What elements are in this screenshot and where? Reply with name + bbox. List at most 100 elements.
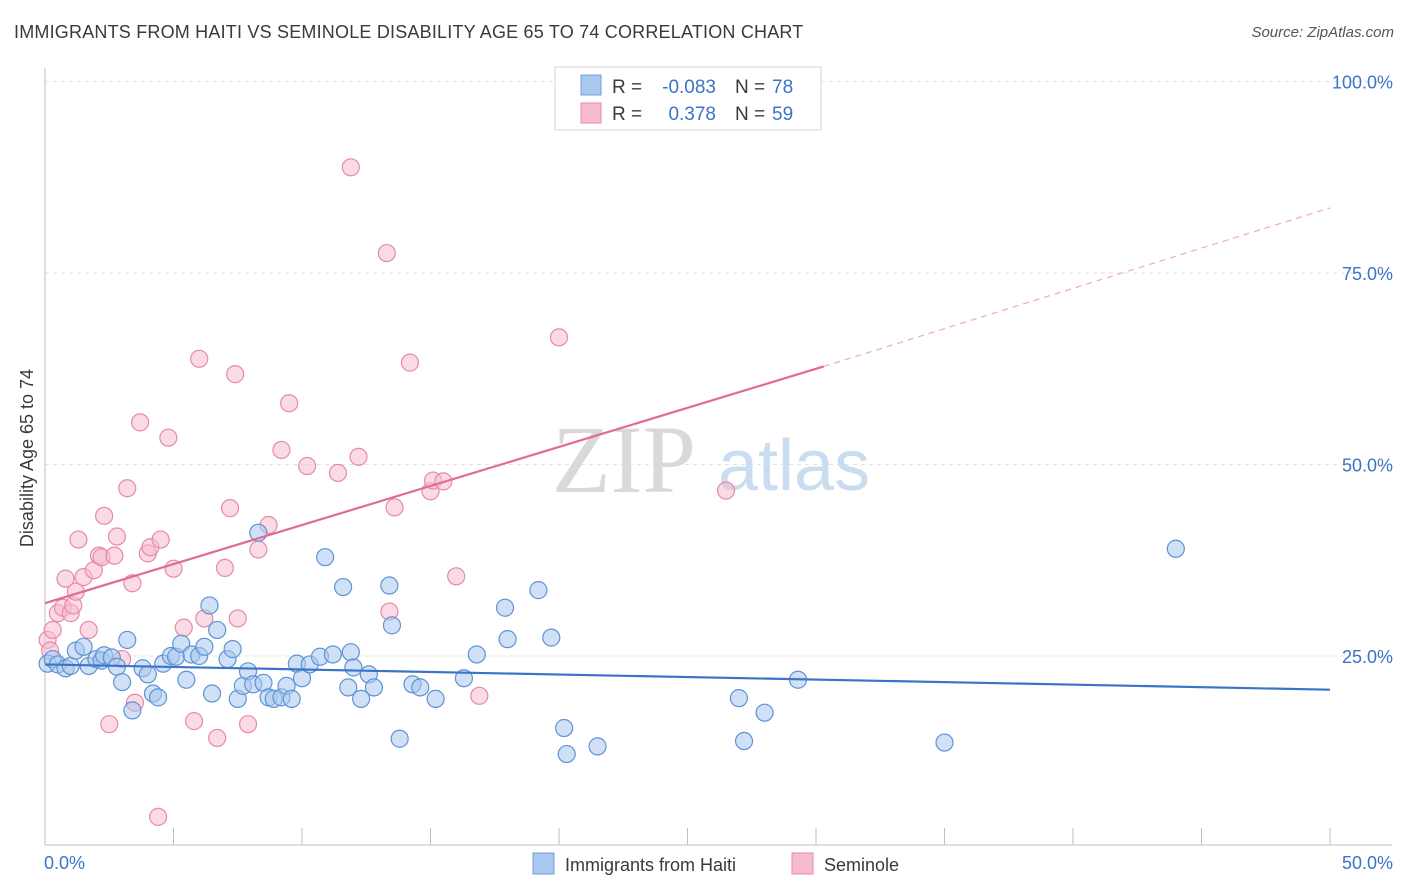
chart-title: IMMIGRANTS FROM HAITI VS SEMINOLE DISABI…: [14, 22, 804, 42]
seminole-point: [220, 499, 240, 518]
haiti-point: [200, 596, 219, 615]
legend-r-value-haiti: -0.083: [662, 77, 716, 98]
watermark-atlas: atlas: [718, 426, 870, 506]
haiti-point: [426, 689, 445, 708]
seminole-point: [148, 807, 168, 826]
haiti-point: [529, 581, 548, 600]
seminole-trend-line: [44, 365, 825, 605]
legend-r-label-haiti: R =: [612, 77, 642, 98]
haiti-point: [177, 670, 196, 689]
haiti-point: [74, 637, 93, 656]
haiti-point: [935, 733, 954, 752]
bottom-legend-swatch-haiti: [532, 852, 555, 875]
seminole-point: [174, 618, 193, 637]
haiti-point: [123, 701, 142, 720]
haiti-point: [364, 678, 384, 697]
seminole-point: [377, 243, 396, 263]
haiti-point: [118, 630, 137, 650]
seminole-point: [56, 569, 75, 588]
source-label: Source: ZipAtlas.com: [1251, 24, 1394, 41]
seminole-point: [226, 365, 245, 384]
haiti-point: [557, 744, 576, 764]
haiti-point: [467, 645, 486, 664]
x-tick-label-min: 0.0%: [44, 853, 85, 873]
haiti-point: [729, 689, 749, 708]
haiti-point: [208, 620, 227, 640]
seminole-trend-extension: [823, 207, 1331, 368]
seminole-point: [385, 498, 404, 517]
seminole-point: [151, 530, 170, 549]
haiti-points: [38, 523, 1185, 764]
legend-n-value-seminole: 59: [772, 104, 793, 125]
haiti-point: [341, 643, 360, 662]
haiti-point: [555, 718, 574, 738]
legend-n-value-haiti: 78: [772, 77, 793, 98]
haiti-point: [282, 689, 301, 708]
seminole-point: [447, 567, 466, 586]
haiti-point: [755, 703, 774, 722]
seminole-point: [716, 481, 736, 500]
haiti-point: [323, 645, 342, 664]
y-tick-label: 50.0%: [1342, 456, 1393, 476]
seminole-point: [190, 349, 209, 368]
haiti-point: [734, 731, 754, 751]
haiti-point: [344, 658, 363, 677]
haiti-point: [454, 669, 474, 688]
haiti-point: [195, 637, 214, 656]
haiti-point: [542, 628, 561, 647]
seminole-point: [69, 530, 88, 549]
x-tick-labels: 0.0% 50.0%: [44, 853, 1393, 873]
legend-swatch-haiti: [580, 74, 602, 96]
seminole-point: [549, 328, 569, 347]
trend-lines: [44, 207, 1331, 691]
seminole-point: [238, 715, 258, 734]
grid-lines: [45, 81, 1392, 657]
haiti-point: [498, 630, 517, 649]
seminole-point: [184, 712, 204, 731]
legend-swatch-seminole: [580, 102, 602, 124]
haiti-point: [223, 640, 242, 659]
seminole-point: [79, 620, 98, 640]
haiti-point: [352, 689, 371, 708]
legend-top: R = -0.083 N = 78 R = 0.378 N = 59: [554, 66, 822, 131]
haiti-point: [411, 678, 430, 697]
haiti-point: [1166, 539, 1185, 558]
seminole-point: [228, 609, 247, 628]
seminole-point: [280, 394, 299, 413]
bottom-legend-swatch-seminole: [791, 852, 814, 875]
haiti-point: [390, 729, 409, 748]
y-tick-label: 100.0%: [1332, 73, 1393, 93]
bottom-legend-label-seminole: Seminole: [824, 855, 899, 875]
watermark: ZIP atlas: [552, 406, 870, 513]
seminole-point: [349, 447, 368, 466]
seminole-point: [95, 506, 114, 525]
seminole-point: [159, 428, 178, 447]
legend-bottom: Immigrants from Haiti Seminole: [532, 852, 899, 875]
legend-n-label-haiti: N =: [735, 77, 765, 98]
seminole-point: [272, 440, 291, 460]
haiti-point: [339, 678, 358, 697]
haiti-point: [382, 616, 402, 635]
bottom-legend-label-haiti: Immigrants from Haiti: [565, 855, 736, 875]
seminole-point: [328, 463, 348, 483]
seminole-point: [43, 620, 62, 640]
seminole-point: [249, 540, 268, 559]
seminole-point: [107, 527, 127, 546]
y-tick-label: 25.0%: [1342, 647, 1393, 667]
haiti-point: [334, 577, 353, 597]
seminole-point: [208, 728, 227, 748]
seminole-point: [341, 158, 360, 177]
seminole-point: [118, 479, 137, 498]
haiti-point: [138, 665, 157, 684]
haiti-point: [148, 688, 168, 707]
haiti-point: [495, 598, 515, 617]
y-axis-label: Disability Age 65 to 74: [17, 369, 37, 547]
haiti-trend-line: [44, 663, 1331, 691]
legend-r-label-seminole: R =: [612, 104, 642, 125]
haiti-point: [202, 684, 222, 703]
axes: [44, 68, 1392, 846]
seminole-point: [470, 686, 489, 705]
seminole-point: [105, 546, 124, 565]
y-tick-labels: 25.0% 50.0% 75.0% 100.0%: [1332, 73, 1393, 668]
